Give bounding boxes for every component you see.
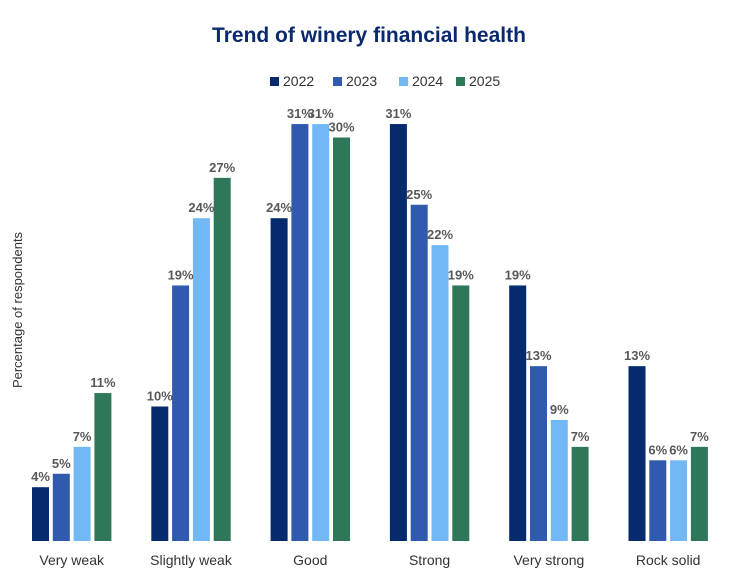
data-label-2023-slightly-weak: 19% [168,267,194,282]
bar-2025-slightly-weak [213,177,231,541]
bar-2022-very-strong [509,285,527,541]
data-label-2022-rock-solid: 13% [624,348,650,363]
bar-2022-very-weak [32,487,49,541]
bar-2022-good [270,218,288,541]
bar-2023-slightly-weak [172,285,190,541]
data-label-2025-strong: 19% [448,267,474,282]
bar-2025-strong [452,285,470,541]
legend-swatch-2023 [333,77,342,86]
bar-2024-slightly-weak [192,218,210,541]
data-label-2022-slightly-weak: 10% [147,389,173,404]
bar-2025-very-strong [571,446,589,541]
x-tick-very-strong: Very strong [513,552,584,568]
bar-2023-very-strong [530,366,547,541]
bar-2024-very-weak [73,446,91,541]
data-label-2023-strong: 25% [406,187,432,202]
bar-2025-good [333,137,350,541]
bar-2024-very-strong [550,419,568,541]
data-label-2022-strong: 31% [385,106,411,121]
chart-title: Trend of winery financial health [212,24,526,47]
legend-swatch-2024 [399,77,408,86]
bars [32,124,708,542]
bar-2022-strong [389,124,407,542]
x-axis-ticks: Very weak Slightly weak Good Strong Very str… [39,552,700,568]
data-label-2024-very-strong: 9% [550,402,569,417]
data-label-2025-rock-solid: 7% [690,429,709,444]
bar-2022-slightly-weak [151,406,169,541]
data-label-2022-good: 24% [266,200,292,215]
bar-2022-rock-solid [628,366,646,541]
bar-2023-strong [410,204,428,541]
bar-2025-very-weak [94,393,112,541]
data-label-2023-very-weak: 5% [52,456,71,471]
data-label-2024-very-weak: 7% [73,429,92,444]
x-tick-rock-solid: Rock solid [636,552,701,568]
legend-label-2023: 2023 [346,73,377,89]
legend-label-2025: 2025 [469,73,500,89]
legend-label-2024: 2024 [412,73,443,89]
bar-2024-rock-solid [670,460,688,541]
data-label-2025-very-strong: 7% [571,429,590,444]
bar-2023-very-weak [52,473,70,541]
bar-2024-good [312,124,330,542]
data-label-2022-very-weak: 4% [31,469,50,484]
legend-swatch-2025 [456,77,465,86]
y-axis-label: Percentage of respondents [10,231,25,388]
legend-swatch-2022 [270,77,279,86]
bar-2023-rock-solid [649,460,667,541]
data-labels: 4%5%7%11%10%19%24%27%24%31%31%30%31%25%2… [31,106,709,484]
data-label-2023-good: 31% [287,106,313,121]
x-tick-slightly-weak: Slightly weak [150,552,233,568]
x-tick-very-weak: Very weak [39,552,105,568]
legend-label-2022: 2022 [283,73,314,89]
bar-2023-good [291,124,309,542]
data-label-2025-very-weak: 11% [90,375,116,390]
x-tick-good: Good [293,552,327,568]
data-label-2022-very-strong: 19% [505,267,531,282]
data-label-2023-very-strong: 13% [525,348,551,363]
data-label-2024-slightly-weak: 24% [188,200,214,215]
legend: 2022 2023 2024 2025 [270,73,500,89]
bar-2024-strong [431,245,449,541]
data-label-2024-rock-solid: 6% [669,442,688,457]
data-label-2024-strong: 22% [427,227,453,242]
x-tick-strong: Strong [409,552,450,568]
data-label-2023-rock-solid: 6% [648,442,667,457]
data-label-2025-slightly-weak: 27% [209,160,235,175]
bar-2025-rock-solid [690,446,708,541]
data-label-2025-good: 30% [328,120,354,135]
data-label-2024-good: 31% [308,106,334,121]
